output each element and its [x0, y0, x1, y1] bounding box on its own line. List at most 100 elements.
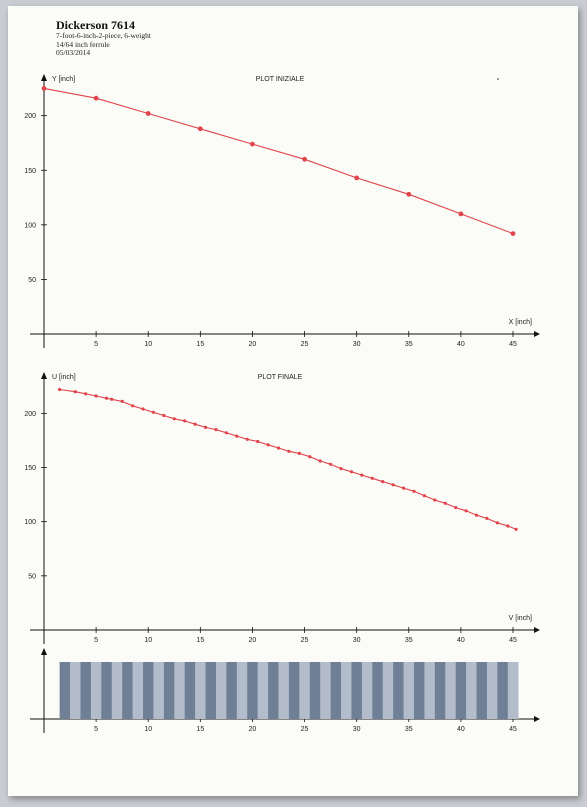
- plot2-data-point: [287, 449, 291, 453]
- stray-mark: [497, 78, 499, 80]
- plot2-x-tick-label: 30: [353, 637, 361, 644]
- plot2-data-point: [183, 419, 187, 423]
- plot2-data-point: [235, 434, 239, 438]
- plot3-band-segment: [309, 662, 321, 719]
- plot1-title: PLOT INIZIALE: [256, 76, 305, 83]
- plot3-band-segment: [111, 662, 123, 719]
- header-ferrule: 14/64 inch ferrule: [56, 39, 110, 49]
- plot3-band-segment: [163, 662, 175, 719]
- plot1-y-tick-label: 200: [24, 113, 36, 120]
- plot2-data-point: [162, 413, 166, 418]
- plot1-x-tick-label: 15: [196, 341, 204, 348]
- plot3-band-segment: [226, 662, 238, 719]
- plot2-data-point: [131, 404, 135, 408]
- plot2-y-tick-label: 100: [24, 519, 36, 526]
- plot2-y-tick-label: 50: [28, 573, 36, 580]
- plot3-band-segment: [174, 662, 185, 719]
- plot2-data-point: [193, 422, 197, 426]
- plot3-x-tick-label: 40: [457, 726, 465, 733]
- plot3-band-segment: [122, 662, 133, 719]
- plot3-band-segment: [434, 662, 446, 719]
- plot1-data-point: [406, 191, 412, 197]
- plot3-y-axis-arrow: [41, 648, 47, 655]
- plot1-x-tick-label: 45: [509, 341, 517, 348]
- plot3-band-segment: [90, 662, 102, 719]
- plot2-data-point: [443, 501, 447, 505]
- plot1-y-tick-label: 100: [24, 222, 36, 229]
- plot3-x-tick-label: 20: [249, 726, 257, 733]
- plot2-data-point: [339, 467, 343, 471]
- plot3-band-segment: [330, 662, 342, 719]
- plot3-band-segment: [205, 662, 217, 719]
- plot3-band-segment: [413, 662, 425, 719]
- plot3-band-segment: [382, 662, 394, 719]
- document-title: Dickerson 7614: [56, 18, 135, 32]
- plot3-x-tick-label: 30: [353, 726, 361, 733]
- plot2-data-point: [506, 524, 510, 528]
- plot2-data-point: [214, 428, 218, 432]
- plot3-band-segment: [445, 662, 456, 719]
- plot1-x-tick-label: 5: [94, 341, 98, 348]
- plot2-series-line: [59, 388, 517, 530]
- plot1-data-point: [354, 175, 360, 181]
- plot1-data-point: [145, 111, 151, 116]
- plot2-x-axis-arrow: [534, 627, 540, 633]
- plot2-data-point: [381, 480, 385, 484]
- plot2-x-tick-label: 25: [301, 637, 309, 644]
- plot2-title: PLOT FINALE: [258, 374, 303, 381]
- plot3-band-segment: [70, 662, 81, 719]
- plot3-band-segment: [361, 662, 373, 719]
- plot2-data-point: [94, 394, 98, 398]
- plot3-x-tick-label: 45: [509, 726, 517, 733]
- plot3-band-segment: [247, 662, 258, 719]
- plot3-x-tick-label: 25: [301, 726, 309, 733]
- document-header: Dickerson 7614 7-foot-6-inch-2-piece, 6-…: [56, 18, 151, 58]
- plot2-data-point: [151, 410, 155, 414]
- plot3-band-segment: [288, 662, 300, 719]
- plot2-y-tick-label: 200: [24, 411, 36, 418]
- plot3-band-segment: [341, 662, 352, 719]
- plot3-band-segment: [215, 662, 227, 719]
- plot2-data-point: [297, 451, 301, 455]
- plot1-data-point: [510, 231, 516, 237]
- plot2-data-point: [422, 494, 426, 498]
- plot2-data-point: [104, 396, 109, 400]
- plot2-y-axis-arrow: [41, 372, 47, 379]
- plot3-band-segment: [403, 662, 415, 719]
- plot3-band-segment: [236, 662, 248, 719]
- plot2-data-point: [110, 397, 114, 401]
- plot2-data-point: [329, 462, 333, 466]
- plot3-band-segment: [132, 662, 144, 719]
- plot2-data-point: [474, 513, 479, 517]
- plot2-data-point: [58, 387, 62, 392]
- plot3-band-segment: [393, 662, 404, 719]
- plot2-data-point: [495, 521, 499, 525]
- plot3-x-tick-label: 15: [196, 726, 204, 733]
- plot3-band-segment: [476, 662, 488, 719]
- plot2-data-point: [402, 486, 406, 490]
- plot2-data-point: [256, 439, 260, 444]
- plot2-x-tick-label: 40: [457, 637, 465, 644]
- plot2-data-point: [349, 470, 354, 474]
- plot2-x-tick-label: 5: [94, 637, 98, 644]
- plot1-y-tick-label: 150: [24, 168, 36, 175]
- plot3-band-segment: [278, 662, 290, 719]
- plot2-x-tick-label: 45: [509, 637, 517, 644]
- plot3-band-segment: [101, 662, 113, 719]
- header-description: 7-foot-6-inch-2-piece, 6-weight: [56, 31, 151, 40]
- plot3-band-segment: [466, 662, 477, 719]
- plot3-band-segment: [257, 662, 269, 719]
- plot2-data-point: [391, 483, 395, 487]
- plot3-x-axis-arrow: [534, 716, 540, 722]
- plot2-x-tick-label: 15: [196, 637, 204, 644]
- plot1-data-point: [302, 156, 307, 162]
- plot2-data-point: [485, 516, 489, 521]
- plot2-data-point: [514, 527, 518, 531]
- plot3-band-segment: [299, 662, 311, 719]
- plot1-x-tick-label: 20: [249, 341, 257, 348]
- plot1-data-point: [93, 95, 99, 101]
- plot2-data-point: [73, 390, 77, 394]
- plot2-data-point: [308, 455, 312, 459]
- plot2-data-point: [464, 509, 468, 513]
